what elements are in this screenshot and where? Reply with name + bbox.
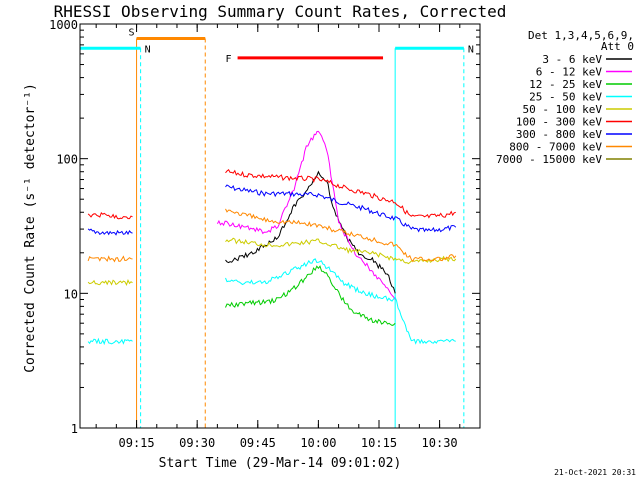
x-tick-label-5: 10:30 [422,436,458,450]
x-tick-label-1: 09:30 [179,436,215,450]
series-line-5-0 [87,212,133,220]
y-axis-label: Corrected Count Rate (s⁻¹ detector⁻¹) [23,83,38,373]
x-tick-label-4: 10:15 [361,436,397,450]
legend-header-1: Att 0 [601,40,634,53]
y-tick-label-1: 10 [64,287,78,301]
series-line-1-0 [216,130,396,300]
legend-label-4: 50 - 100 keV [523,103,603,116]
y-tick-label-2: 100 [56,153,78,167]
series-line-6-0 [87,228,133,236]
series-line-5-1 [225,169,456,219]
marker-label-2: N [468,44,474,55]
plot-frame [79,23,481,429]
y-tick-label-3: 1000 [49,18,78,32]
legend-label-3: 25 - 50 keV [529,91,602,104]
series-line-6-1 [225,184,457,233]
x-axis-label: Start Time (29-Mar-14 09:01:02) [159,456,402,471]
series-line-7-0 [87,255,133,263]
series-line-4-1 [225,237,457,265]
marker-label-3: F [226,54,232,65]
legend-label-2: 12 - 25 keV [529,78,602,91]
series-line-7-1 [225,208,457,263]
series-line-3-1 [225,258,456,345]
chart-title: RHESSI Observing Summary Count Rates, Co… [54,2,507,21]
legend-header-0: Det 1,3,4,5,6,9, [528,29,634,42]
footer-date: 21-Oct-2021 20:31 [554,468,636,477]
y-tick-label-0: 1 [71,422,78,436]
series-line-2-0 [225,265,396,326]
x-tick-label-3: 10:00 [300,436,336,450]
x-tick-label-2: 09:45 [240,436,276,450]
legend-label-5: 100 - 300 keV [516,116,602,129]
x-tick-label-0: 09:15 [119,436,155,450]
legend-label-6: 300 - 800 keV [516,128,602,141]
marker-label-0: S [129,28,135,39]
legend-label-0: 3 - 6 keV [542,53,602,66]
series-line-0-0 [225,170,396,294]
series-line-4-0 [87,278,133,287]
series-line-3-0 [87,337,133,346]
legend-label-1: 6 - 12 keV [536,66,603,79]
marker-label-1: N [145,44,151,55]
legend-label-8: 7000 - 15000 keV [496,153,602,166]
legend-label-7: 800 - 7000 keV [509,141,602,154]
